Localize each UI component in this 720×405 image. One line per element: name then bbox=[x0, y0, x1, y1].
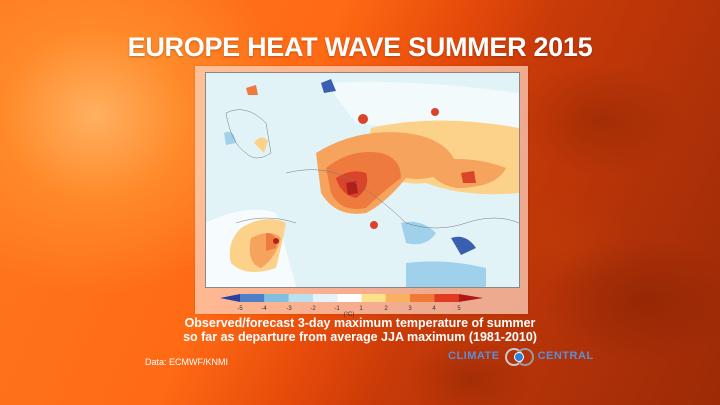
map-graphic bbox=[206, 73, 519, 287]
map-caption: Observed/forecast 3-day maximum temperat… bbox=[0, 316, 720, 344]
svg-text:5: 5 bbox=[457, 306, 461, 312]
data-source: Data: ECMWF/KNMI bbox=[145, 357, 229, 367]
svg-text:-5: -5 bbox=[237, 306, 243, 312]
svg-text:-2: -2 bbox=[310, 306, 316, 312]
map-frame: -5 -4 -3 -2 -1 1 2 3 4 5 (°C) bbox=[195, 66, 528, 318]
europe-temperature-map bbox=[205, 72, 520, 288]
climate-central-logo: CLIMATE CENTRAL bbox=[448, 347, 594, 366]
svg-text:3: 3 bbox=[408, 306, 412, 312]
logo-rings-icon bbox=[504, 347, 534, 366]
svg-text:1: 1 bbox=[359, 306, 363, 312]
svg-text:-3: -3 bbox=[286, 306, 292, 312]
svg-text:-1: -1 bbox=[334, 306, 340, 312]
svg-text:4: 4 bbox=[432, 306, 436, 312]
caption-line-1: Observed/forecast 3-day maximum temperat… bbox=[184, 316, 536, 330]
svg-text:2: 2 bbox=[384, 306, 388, 312]
caption-line-2: so far as departure from average JJA max… bbox=[183, 330, 537, 344]
logo-text-right: CENTRAL bbox=[537, 350, 594, 362]
page-title: EUROPE HEAT WAVE SUMMER 2015 bbox=[127, 32, 593, 62]
svg-text:-4: -4 bbox=[261, 306, 267, 312]
color-legend: -5 -4 -3 -2 -1 1 2 3 4 5 (°C) bbox=[220, 294, 483, 318]
svg-text:(°C): (°C) bbox=[344, 312, 355, 318]
logo-text-left: CLIMATE bbox=[448, 350, 500, 362]
